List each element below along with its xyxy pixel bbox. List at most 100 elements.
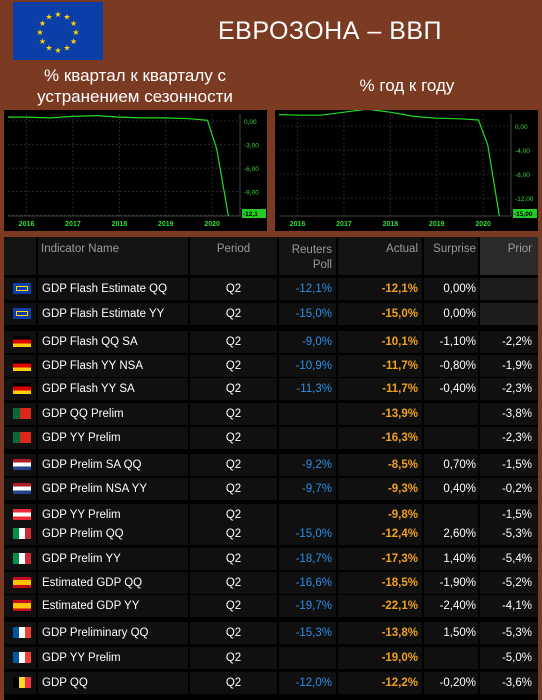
cell-background xyxy=(38,523,188,545)
table-row[interactable]: GDP YY Prelim Q2 -19,0% -5,0% xyxy=(4,647,538,669)
qoq-caption: % квартал к кварталу с устранением сезон… xyxy=(0,63,270,108)
cell-background xyxy=(338,355,422,377)
table-row[interactable]: GDP QQ Q2 -12,0% -12,2% -0,20% -3,6% xyxy=(4,672,538,694)
cell-poll: -15,3% xyxy=(295,627,332,639)
cell-period: Q2 xyxy=(225,383,242,395)
flag-star: ★ xyxy=(54,46,61,55)
table-row[interactable]: GDP Flash Estimate YY Q2 -15,0% -15,0% 0,00% xyxy=(4,303,538,325)
cell-actual: -17,3% xyxy=(381,553,418,565)
cell-background xyxy=(279,278,336,300)
cell-surprise: 1,50% xyxy=(443,627,476,639)
cell-background xyxy=(338,478,422,500)
table-row[interactable]: GDP Prelim QQ Q2 -15,0% -12,4% 2,60% -5,3% xyxy=(4,523,538,545)
cell-background xyxy=(424,622,478,644)
cell-background xyxy=(338,378,422,400)
cell-background xyxy=(424,378,478,400)
cell-surprise: -0,80% xyxy=(439,360,476,372)
cell-background xyxy=(279,595,336,617)
table-row[interactable]: GDP YY Prelim Q2 -16,3% -2,3% xyxy=(4,427,538,449)
cell-background xyxy=(424,454,478,476)
table-row[interactable]: GDP Prelim NSA YY Q2 -9,7% -9,3% 0,40% -0,2% xyxy=(4,478,538,500)
table-row[interactable]: GDP Prelim SA QQ Q2 -9,2% -8,5% 0,70% -1,5% xyxy=(4,454,538,476)
cell-background xyxy=(190,403,277,425)
table-row[interactable]: GDP Flash YY NSA Q2 -10,9% -11,7% -0,80% -1,9… xyxy=(4,355,538,377)
x-tick-label: 2016 xyxy=(19,221,35,228)
cell-name: GDP Flash Estimate QQ xyxy=(42,283,168,295)
belgium-flag-icon xyxy=(13,677,31,688)
qoq-chart: 0,00-3,00-6,00-9,00-12,02016201720182019… xyxy=(4,110,267,231)
cell-background xyxy=(338,454,422,476)
cell-surprise: -0,40% xyxy=(439,383,476,395)
cell-poll: -11,3% xyxy=(296,383,332,395)
cell-background xyxy=(480,672,538,694)
cell-period: Q2 xyxy=(225,336,242,348)
cell-poll: -9,0% xyxy=(301,336,332,348)
cell-background xyxy=(190,278,277,300)
table-row[interactable]: GDP YY Prelim Q2 -9,8% -1,5% xyxy=(4,504,538,526)
cell-surprise: 0,00% xyxy=(443,283,476,295)
flag-star: ★ xyxy=(63,44,70,53)
cell-background xyxy=(424,504,478,526)
cell-period: Q2 xyxy=(225,432,242,444)
cell-background xyxy=(338,303,422,325)
flag-star: ★ xyxy=(45,44,52,53)
cell-surprise: 2,60% xyxy=(443,528,476,540)
cell-background xyxy=(338,572,422,594)
cell-background xyxy=(38,548,188,570)
table-row[interactable]: GDP QQ Prelim Q2 -13,9% -3,8% xyxy=(4,403,538,425)
cell-surprise: 1,40% xyxy=(443,553,476,565)
spain-flag-icon xyxy=(13,600,31,611)
cell-poll xyxy=(279,427,336,449)
table-row[interactable]: GDP Flash YY SA Q2 -11,3% -11,7% -0,40% -2,3% xyxy=(4,378,538,400)
cell-period: Q2 xyxy=(225,677,242,689)
x-tick-label: 2017 xyxy=(65,221,81,228)
y-tick-label: -8,00 xyxy=(515,172,530,179)
table-row[interactable]: Estimated GDP YY Q2 -19,7% -22,1% -2,40% -4,1… xyxy=(4,595,538,617)
cell-name: GDP Prelim SA QQ xyxy=(42,459,142,471)
france-flag-icon xyxy=(13,652,31,663)
cell-background xyxy=(38,504,188,526)
cell-period: Q2 xyxy=(225,459,242,471)
cell-name: GDP YY Prelim xyxy=(42,652,121,664)
cell-actual: -13,8% xyxy=(381,627,418,639)
cell-background xyxy=(190,504,277,526)
cell-background xyxy=(424,303,478,325)
cell-background xyxy=(424,278,478,300)
germany-flag-icon xyxy=(13,336,31,347)
cell-surprise: 0,00% xyxy=(443,308,476,320)
cell-background xyxy=(190,523,277,545)
cell-period: Q2 xyxy=(225,509,242,521)
table-row[interactable]: GDP Flash QQ SA Q2 -9,0% -10,1% -1,10% -2,2% xyxy=(4,331,538,353)
cell-background xyxy=(279,378,336,400)
cell-actual: -15,0% xyxy=(381,308,418,320)
y-tick-label: -3,00 xyxy=(244,143,259,150)
last-value-box xyxy=(242,209,266,218)
column-header-prior[interactable]: Prior xyxy=(480,237,538,275)
column-header-surprise[interactable]: Surprise xyxy=(424,237,478,275)
cell-background xyxy=(424,355,478,377)
column-header-period[interactable]: Period xyxy=(190,237,277,275)
cell-background xyxy=(480,595,538,617)
cell-background xyxy=(38,647,188,669)
column-header-reuters-poll[interactable]: Reuters Poll xyxy=(279,237,336,275)
column-header-indicator[interactable]: Indicator Name xyxy=(38,237,188,275)
indicators-table: Indicator Name Period Reuters Poll Actua… xyxy=(4,237,538,700)
x-tick-label: 2020 xyxy=(204,221,220,228)
table-row[interactable]: GDP Flash Estimate QQ Q2 -12,1% -12,1% 0,00% xyxy=(4,278,538,300)
flag-star: ★ xyxy=(39,37,46,46)
cell-poll: -12,0% xyxy=(295,677,332,689)
column-header-actual[interactable]: Actual xyxy=(338,237,422,275)
cell-prior: -1,5% xyxy=(501,459,532,471)
cell-background xyxy=(480,504,538,526)
cell-background xyxy=(480,427,538,449)
cell-background xyxy=(279,303,336,325)
table-row[interactable]: Estimated GDP QQ Q2 -16,6% -18,5% -1,90% -5,2… xyxy=(4,572,538,594)
last-value-label: -15,00 xyxy=(514,211,533,218)
last-value-label: -12,1 xyxy=(243,211,258,218)
table-row[interactable]: GDP Preliminary QQ Q2 -15,3% -13,8% 1,50% -5,… xyxy=(4,622,538,644)
cell-background xyxy=(424,523,478,545)
cell-background xyxy=(279,427,336,449)
cell-period: Q2 xyxy=(225,408,242,420)
table-row[interactable]: GDP Prelim YY Q2 -18,7% -17,3% 1,40% -5,4% xyxy=(4,548,538,570)
